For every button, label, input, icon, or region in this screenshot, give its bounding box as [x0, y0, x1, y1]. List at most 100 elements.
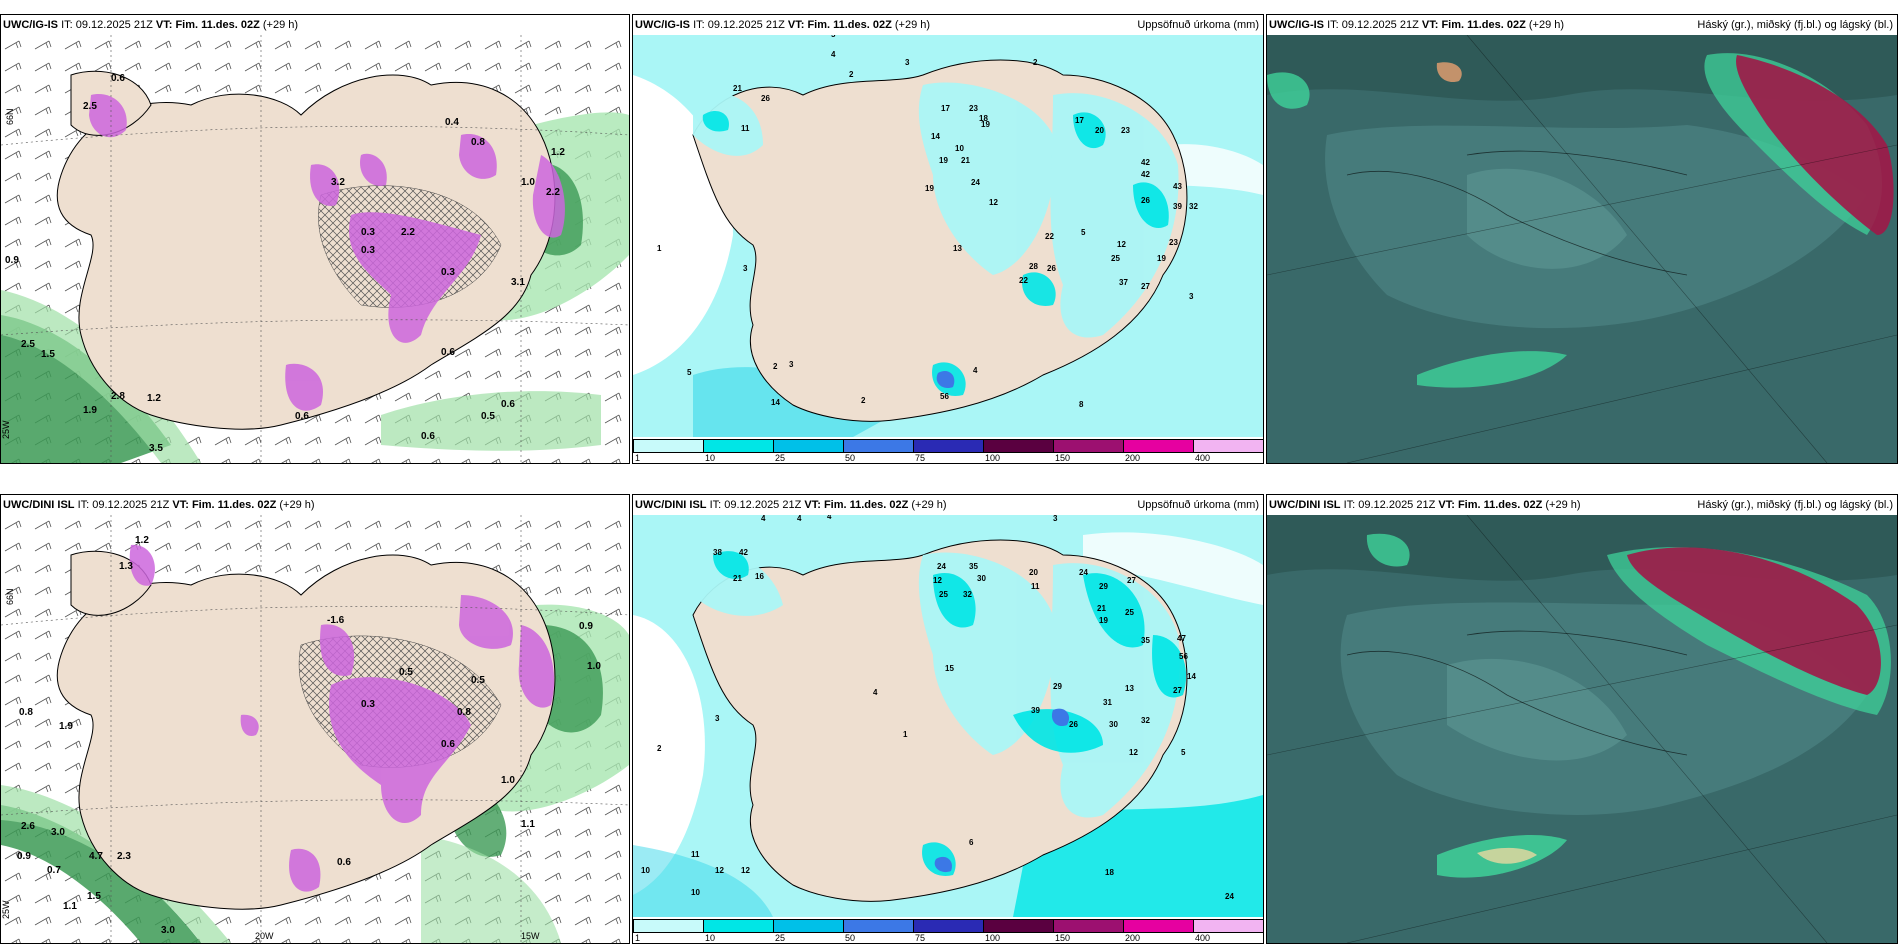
- svg-text:56: 56: [1179, 652, 1188, 661]
- svg-text:20: 20: [1029, 568, 1038, 577]
- svg-text:12: 12: [741, 866, 750, 875]
- svg-text:0.6: 0.6: [421, 431, 435, 442]
- svg-text:29: 29: [1099, 582, 1108, 591]
- colorbar-tick: 400: [1195, 453, 1211, 463]
- svg-text:24: 24: [937, 562, 946, 571]
- svg-text:21: 21: [733, 84, 742, 93]
- svg-text:2: 2: [1033, 58, 1038, 67]
- svg-text:30: 30: [1109, 720, 1118, 729]
- cloud-panel-ig: UWC/IG-IS IT: 09.12.2025 21Z VT: Fim. 11…: [1266, 14, 1898, 464]
- svg-text:39: 39: [1031, 706, 1040, 715]
- precip-colorbar: 1 10 25 50 75 100 150 200 400: [633, 437, 1263, 463]
- svg-text:2.2: 2.2: [401, 227, 415, 238]
- svg-text:1.0: 1.0: [587, 661, 601, 672]
- high-cloud-red: [1627, 547, 1881, 695]
- svg-text:26: 26: [761, 94, 770, 103]
- svg-text:14: 14: [1187, 672, 1196, 681]
- svg-text:3: 3: [905, 58, 910, 67]
- svg-text:0.5: 0.5: [471, 675, 485, 686]
- svg-text:20: 20: [1095, 126, 1104, 135]
- svg-text:66N: 66N: [5, 108, 15, 125]
- wind-snow-panel-ig: UWC/IG-IS IT: 09.12.2025 21Z VT: Fim. 11…: [0, 14, 630, 464]
- colorbar-tick: 100: [985, 453, 1001, 463]
- svg-text:0.3: 0.3: [361, 245, 375, 256]
- svg-text:42: 42: [1141, 170, 1150, 179]
- svg-text:25: 25: [1111, 254, 1120, 263]
- colorbar-segment: [913, 919, 984, 933]
- colorbar-segment: [773, 439, 844, 453]
- svg-text:1.9: 1.9: [59, 721, 73, 732]
- svg-text:12: 12: [1129, 748, 1138, 757]
- svg-text:8: 8: [1079, 400, 1084, 409]
- colorbar-tick: 25: [775, 933, 786, 943]
- colorbar-segment: [983, 919, 1054, 933]
- svg-text:2: 2: [657, 744, 662, 753]
- svg-text:19: 19: [981, 120, 990, 129]
- svg-text:1: 1: [657, 244, 662, 253]
- colorbar-tick: 1: [635, 453, 641, 463]
- colorbar-tick: 150: [1055, 933, 1071, 943]
- svg-text:3: 3: [789, 360, 794, 369]
- colorbar-segment: [1193, 439, 1263, 453]
- svg-text:17: 17: [1075, 116, 1084, 125]
- wind-snow-map: 0.6 2.5 0.9 0.3 3.2 2.2 0.3 1.0 2.2 0.8 …: [1, 35, 629, 463]
- colorbar-tick: 10: [705, 453, 716, 463]
- svg-text:11: 11: [741, 124, 750, 133]
- svg-text:37: 37: [1119, 278, 1128, 287]
- colorbar-segment: [633, 919, 704, 933]
- svg-text:3.2: 3.2: [331, 177, 345, 188]
- svg-text:12: 12: [715, 866, 724, 875]
- svg-text:18: 18: [1105, 868, 1114, 877]
- svg-text:10: 10: [955, 144, 964, 153]
- svg-text:38: 38: [713, 548, 722, 557]
- svg-text:3: 3: [1053, 515, 1058, 523]
- precip-map: 5 4 2 3 2 21 11 26 17 23 18 19 14 10 19 …: [633, 35, 1263, 437]
- colorbar-tick: 150: [1055, 453, 1071, 463]
- svg-text:1.0: 1.0: [501, 775, 515, 786]
- colorbar-segment: [843, 439, 914, 453]
- svg-text:23: 23: [969, 104, 978, 113]
- svg-text:0.4: 0.4: [445, 117, 459, 128]
- colorbar-segment: [1193, 919, 1263, 933]
- colorbar-tick: 75: [915, 933, 926, 943]
- colorbar-tick: 200: [1125, 933, 1141, 943]
- colorbar-tick: 200: [1125, 453, 1141, 463]
- precip-cyan: [702, 110, 1169, 396]
- snow-purple-areas: [89, 94, 565, 411]
- svg-text:3: 3: [743, 264, 748, 273]
- svg-text:24: 24: [1079, 568, 1088, 577]
- svg-text:4: 4: [761, 515, 766, 523]
- svg-text:1.5: 1.5: [41, 349, 55, 360]
- iceland-land: [56, 74, 556, 430]
- svg-text:32: 32: [1189, 202, 1198, 211]
- svg-text:2: 2: [849, 70, 854, 79]
- wind-green-band: [1, 315, 171, 463]
- svg-text:-1.6: -1.6: [327, 615, 345, 626]
- svg-text:42: 42: [739, 548, 748, 557]
- svg-text:19: 19: [1099, 616, 1108, 625]
- svg-text:25: 25: [939, 590, 948, 599]
- svg-text:5: 5: [831, 35, 836, 39]
- svg-text:0.6: 0.6: [441, 739, 455, 750]
- svg-text:14: 14: [771, 398, 780, 407]
- svg-text:18: 18: [979, 114, 988, 123]
- svg-text:0.6: 0.6: [295, 411, 309, 422]
- svg-text:1.9: 1.9: [83, 405, 97, 416]
- svg-text:0.9: 0.9: [5, 255, 19, 266]
- colorbar-segment: [913, 439, 984, 453]
- svg-text:27: 27: [1173, 686, 1182, 695]
- svg-text:2: 2: [861, 396, 866, 405]
- svg-text:10: 10: [691, 888, 700, 897]
- svg-text:4.7: 4.7: [89, 851, 103, 862]
- svg-text:12: 12: [989, 198, 998, 207]
- colorbar-segment: [1053, 919, 1124, 933]
- svg-text:43: 43: [1173, 182, 1182, 191]
- panel-header: UWC/DINI ISL IT: 09.12.2025 21Z VT: Fim.…: [633, 495, 1263, 515]
- svg-text:32: 32: [1141, 716, 1150, 725]
- svg-text:6: 6: [969, 838, 974, 847]
- svg-text:11: 11: [691, 850, 700, 859]
- precip-colorbar: 1 10 25 50 75 100 150 200 400: [633, 917, 1263, 943]
- cloud-panel-dini: UWC/DINI ISL IT: 09.12.2025 21Z VT: Fim.…: [1266, 494, 1898, 944]
- svg-text:3.5: 3.5: [149, 443, 163, 454]
- svg-text:27: 27: [1141, 282, 1150, 291]
